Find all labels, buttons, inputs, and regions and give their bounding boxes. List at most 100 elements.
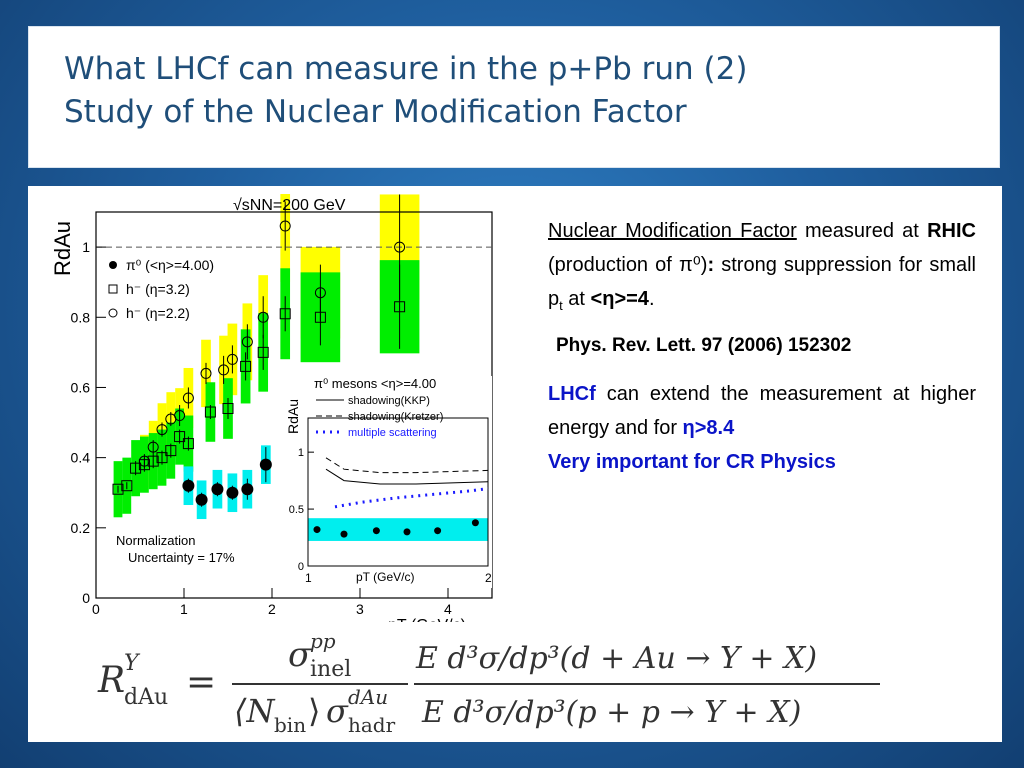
x-tick-label: 4 — [444, 601, 452, 617]
point-pi0 — [226, 486, 239, 499]
x-tick-label: 1 — [180, 601, 188, 617]
rdau-figure: 0 1 2 3 4 0 0.2 0.4 0.6 0.8 1 1 2 0 0.5 1 π⁰ mesons <η>… — [36, 170, 496, 638]
x-tick-label: 3 — [356, 601, 364, 617]
inset-title: π⁰ mesons <η>=4.00 — [314, 376, 436, 391]
numerator-2: E d³σ/dp³(d + Au → Y + X) — [415, 641, 817, 676]
energy-label: √sNN=200 GeV — [233, 197, 346, 214]
legend-label-pi0: π⁰ (<η>=4.00) — [126, 257, 214, 273]
inel-sub: inel — [310, 657, 351, 682]
inset-x-label: pT (GeV/c) — [356, 570, 414, 584]
inset-point — [340, 530, 348, 538]
rhic-paragraph: Nuclear Modification Factor measured at … — [548, 214, 976, 323]
point-h32 — [121, 480, 133, 492]
inset-y-tick-label: 0.5 — [289, 504, 304, 516]
text-extend: can extend the measurement at higher ene… — [548, 383, 976, 439]
x-tick-label: 2 — [268, 601, 276, 617]
reference-citation: Phys. Rev. Lett. 97 (2006) 152302 — [556, 335, 852, 356]
title-panel: What LHCf can measure in the p+Pb run (2… — [28, 26, 1000, 168]
inset-legend-label: shadowing(Kretzer) — [348, 411, 443, 423]
inset-point — [471, 519, 479, 527]
point-h32 — [222, 403, 234, 415]
point-h32 — [257, 346, 269, 358]
point-h32 — [147, 455, 159, 467]
y-axis-title: RdAu — [50, 221, 75, 276]
inset-y-tick-label: 0 — [298, 561, 304, 573]
rdau-formula: R Y dAu = σ pp inel ⟨N bin ⟩ σ dAu hadr … — [76, 622, 896, 740]
normalization-note-2: Uncertainty = 17% — [128, 550, 235, 565]
point-h32 — [204, 406, 216, 418]
inset-point — [313, 526, 321, 534]
inset-legend-label: shadowing(KKP) — [348, 395, 430, 407]
nmf-heading: Nuclear Modification Factor — [548, 220, 797, 242]
sigma-inel: σ — [288, 635, 312, 675]
slide-title: What LHCf can measure in the p+Pb run (2… — [64, 48, 747, 134]
point-h22 — [200, 367, 212, 379]
text-measured: measured at — [796, 220, 928, 242]
point-pi0 — [195, 493, 208, 506]
legend-label-h32: h⁻ (η=3.2) — [126, 281, 190, 297]
inset-frame — [307, 417, 489, 567]
pp-sup: pp — [310, 629, 336, 653]
title-line-2: Study of the Nuclear Modification Factor — [64, 94, 687, 130]
inset-curve — [325, 468, 489, 485]
y-tick-label: 1 — [82, 239, 90, 255]
formula-lhs-sub: dAu — [124, 685, 168, 710]
n-bin: ⟨N — [234, 692, 275, 730]
point-h22 — [226, 353, 238, 365]
inset-point — [434, 527, 442, 535]
point-h32 — [240, 360, 252, 372]
text-colon: : — [707, 254, 715, 276]
y-tick-label: 0.6 — [71, 379, 91, 395]
point-h22 — [138, 455, 150, 467]
point-h22 — [279, 220, 291, 232]
inset-x-tick-label: 2 — [485, 571, 492, 585]
title-line-1: What LHCf can measure in the p+Pb run (2… — [64, 51, 748, 87]
point-h32 — [174, 431, 186, 443]
point-h32 — [156, 452, 168, 464]
point-h22 — [218, 364, 230, 376]
text-production: (production of — [548, 254, 679, 276]
point-h22 — [156, 424, 168, 436]
main-legend: π⁰ (<η>=4.00) h⁻ (η=3.2) h⁻ (η=2.2) — [108, 257, 214, 321]
point-h32 — [165, 445, 177, 457]
formula-lhs: R — [97, 660, 125, 701]
inset-background — [286, 376, 492, 588]
point-pi0 — [182, 479, 195, 492]
point-h22 — [314, 287, 326, 299]
legend-marker-pi0 — [109, 261, 117, 269]
point-h22 — [147, 441, 159, 453]
formula-svg: R Y dAu = σ pp inel ⟨N bin ⟩ σ dAu hadr … — [97, 629, 880, 737]
point-h32 — [394, 301, 406, 313]
inset-curve — [334, 487, 489, 509]
legend-label-h22: h⁻ (η=2.2) — [126, 305, 190, 321]
legend-marker-h32 — [108, 284, 118, 294]
inset-band — [308, 518, 488, 541]
point-pi0 — [241, 483, 254, 496]
inset-legend-label: multiple scattering — [348, 427, 437, 439]
inset-curve — [325, 457, 489, 474]
lhcf-paragraph: LHCf can extend the measurement at highe… — [548, 377, 976, 479]
point-pi0 — [211, 483, 224, 496]
description-column: Nuclear Modification Factor measured at … — [548, 214, 976, 479]
y-tick-label: 0 — [82, 590, 90, 606]
text-suppression: strong suppression for small p — [548, 254, 976, 310]
inset-y-tick-label: 1 — [298, 447, 304, 459]
inset-y-label: RdAu — [285, 399, 301, 434]
y-tick-label: 0.4 — [71, 450, 91, 466]
y-tick-label: 0.2 — [71, 520, 91, 536]
point-h32 — [182, 438, 194, 450]
inset-point — [372, 527, 380, 535]
lhcf-label: LHCf — [548, 383, 596, 405]
denominator-2: E d³σ/dp³(p + p → Y + X) — [421, 695, 801, 730]
bin-sub: bin — [274, 713, 306, 737]
inset-x-tick-label: 1 — [305, 571, 312, 585]
formula-lhs-sup: Y — [124, 651, 141, 676]
eta-value: <η>=4 — [590, 288, 649, 310]
cr-physics-note: Very important for CR Physics — [548, 451, 836, 473]
x-tick-label: 0 — [92, 601, 100, 617]
sigma-hadr: σ — [326, 692, 349, 730]
text-close: ) — [700, 254, 708, 276]
hadr-sub: hadr — [348, 713, 396, 737]
eta-limit: η>8.4 — [682, 417, 735, 439]
